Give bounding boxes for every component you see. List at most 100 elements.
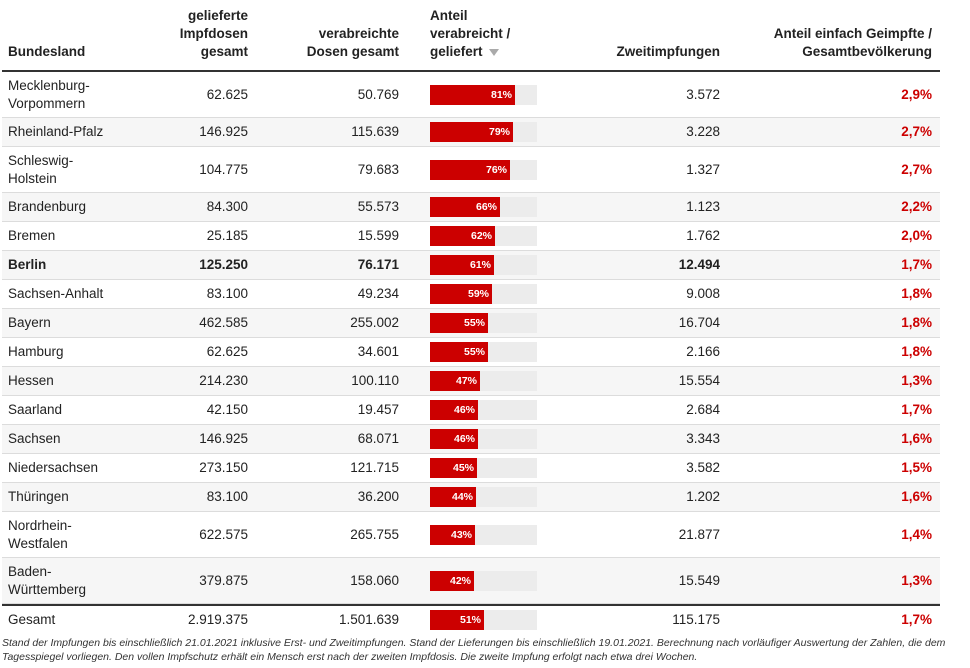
anteil-bar [430,570,474,591]
anteil-geimpfte-cell: 1,6% [901,489,932,504]
bundesland-cell: Thüringen [8,489,69,504]
geliefert-cell: 2.919.375 [187,612,248,627]
anteil-bar-label: 66% [475,201,497,213]
anteil-bar-label: 46% [453,404,475,416]
anteil-bar-track: 62% [430,226,537,246]
anteil-geimpfte-cell: 1,8% [901,344,932,359]
anteil-bar-label: 59% [467,288,489,300]
zweitimpfungen-cell: 9.008 [686,286,720,301]
anteil-bar-track: 55% [430,313,537,333]
anteil-bar [430,342,488,362]
zweitimpfungen-cell: 115.175 [672,612,720,627]
zweitimpfungen-cell: 15.554 [678,373,720,388]
anteil-bar [430,159,510,180]
table-row: Nordrhein- Westfalen 622.575 265.755 43% 21.… [2,512,940,558]
verabreicht-cell: 49.234 [357,286,399,301]
geliefert-cell: 83.100 [206,286,248,301]
anteil-bar [430,197,500,217]
verabreicht-cell: 79.683 [357,161,399,177]
zweitimpfungen-cell: 1.123 [686,199,720,214]
geliefert-cell: 462.585 [199,315,248,330]
table-row: Hamburg 62.625 34.601 55% 2.166 1,8% [2,338,940,367]
geliefert-cell: 379.875 [199,572,248,588]
anteil-bar-track: 45% [430,458,537,478]
verabreicht-cell: 50.769 [357,86,399,102]
geliefert-cell: 25.185 [206,228,248,243]
table-body: Mecklenburg- Vorpommern 62.625 50.769 81% 3.… [2,72,940,634]
verabreicht-cell: 55.573 [357,199,399,214]
header-anteil-verabreicht[interactable]: Anteil verabreicht / geliefert [430,7,510,61]
table-row: Saarland 42.150 19.457 46% 2.684 1,7% [2,396,940,425]
anteil-geimpfte-cell: 2,7% [901,124,932,139]
anteil-bar [430,122,513,142]
bundesland-cell: Niedersachsen [8,460,99,475]
total-row: Gesamt 2.919.375 1.501.639 51% 115.175 1,7% [2,604,940,634]
anteil-geimpfte-cell: 1,5% [901,460,932,475]
geliefert-cell: 104.775 [199,161,248,177]
anteil-bar-label: 61% [469,259,491,271]
anteil-bar-label: 55% [463,317,485,329]
header-anteil-geimpfte[interactable]: Anteil einfach Geimpfte / Gesamtbevölker… [773,26,932,59]
anteil-bar-track: 44% [430,487,537,507]
zweitimpfungen-cell: 3.343 [686,431,720,446]
geliefert-cell: 62.625 [206,344,248,359]
anteil-geimpfte-cell: 1,7% [901,612,932,627]
table-header: Bundesland gelieferte Impfdosen gesamt v… [2,0,940,72]
verabreicht-cell: 1.501.639 [338,612,399,627]
bundesland-cell: Hamburg [8,344,64,359]
anteil-bar-track: 51% [430,610,537,630]
anteil-bar-label: 81% [490,88,512,101]
bundesland-cell: Rheinland-Pfalz [8,124,104,139]
anteil-bar-label: 42% [449,574,471,587]
header-verabreicht[interactable]: verabreichte Dosen gesamt [306,26,399,59]
anteil-bar-track: 79% [430,122,537,142]
zweitimpfungen-cell: 3.572 [686,86,720,102]
table-row: Schleswig- Holstein 104.775 79.683 76% 1.327… [2,147,940,193]
header-bundesland[interactable]: Bundesland [8,44,86,59]
anteil-geimpfte-cell: 1,7% [901,257,932,272]
table-row: Hessen 214.230 100.110 47% 15.554 1,3% [2,367,940,396]
anteil-bar [430,371,480,391]
verabreicht-cell: 76.171 [357,257,399,272]
anteil-bar [430,487,476,507]
anteil-bar [430,610,484,630]
sort-descending-icon[interactable] [488,48,499,56]
anteil-geimpfte-cell: 1,8% [901,286,932,301]
anteil-geimpfte-cell: 1,3% [901,572,932,588]
anteil-bar [430,284,492,304]
anteil-bar-label: 55% [463,346,485,358]
verabreicht-cell: 34.601 [357,344,399,359]
anteil-bar-track: 76% [430,159,537,180]
table-row: Brandenburg 84.300 55.573 66% 1.123 2,2% [2,193,940,222]
anteil-bar-track: 81% [430,84,537,105]
bundesland-cell: Sachsen [8,431,61,446]
anteil-bar-label: 46% [453,433,475,445]
anteil-bar [430,400,478,420]
anteil-bar-track: 47% [430,371,537,391]
anteil-geimpfte-cell: 2,7% [901,161,932,177]
anteil-bar-track: 66% [430,197,537,217]
table-row: Mecklenburg- Vorpommern 62.625 50.769 81% 3.… [2,72,940,118]
verabreicht-cell: 36.200 [357,489,399,504]
bundesland-cell: Bayern [8,315,51,330]
bundesland-cell: Berlin [8,257,47,272]
table-row: Niedersachsen 273.150 121.715 45% 3.582 1,5% [2,454,940,483]
bundesland-cell: Mecklenburg- Vorpommern [8,77,90,111]
anteil-bar [430,255,494,275]
header-zweitimpfungen[interactable]: Zweitimpfungen [616,44,721,59]
zweitimpfungen-cell: 21.877 [678,526,720,542]
bundesland-cell: Brandenburg [8,199,87,214]
zweitimpfungen-cell: 16.704 [678,315,720,330]
anteil-bar-track: 42% [430,570,537,591]
table-row: Berlin 125.250 76.171 61% 12.494 1,7% [2,251,940,280]
zweitimpfungen-cell: 2.684 [686,402,720,417]
anteil-bar-track: 46% [430,429,537,449]
header-geliefert[interactable]: gelieferte Impfdosen gesamt [179,8,248,59]
footnote: Stand der Impfungen bis einschließlich 2… [2,637,946,663]
bundesland-cell: Bremen [8,228,56,243]
anteil-bar-track: 61% [430,255,537,275]
anteil-bar-label: 43% [450,528,472,541]
bundesland-cell: Schleswig- Holstein [8,152,74,186]
geliefert-cell: 83.100 [206,489,248,504]
geliefert-cell: 42.150 [206,402,248,417]
